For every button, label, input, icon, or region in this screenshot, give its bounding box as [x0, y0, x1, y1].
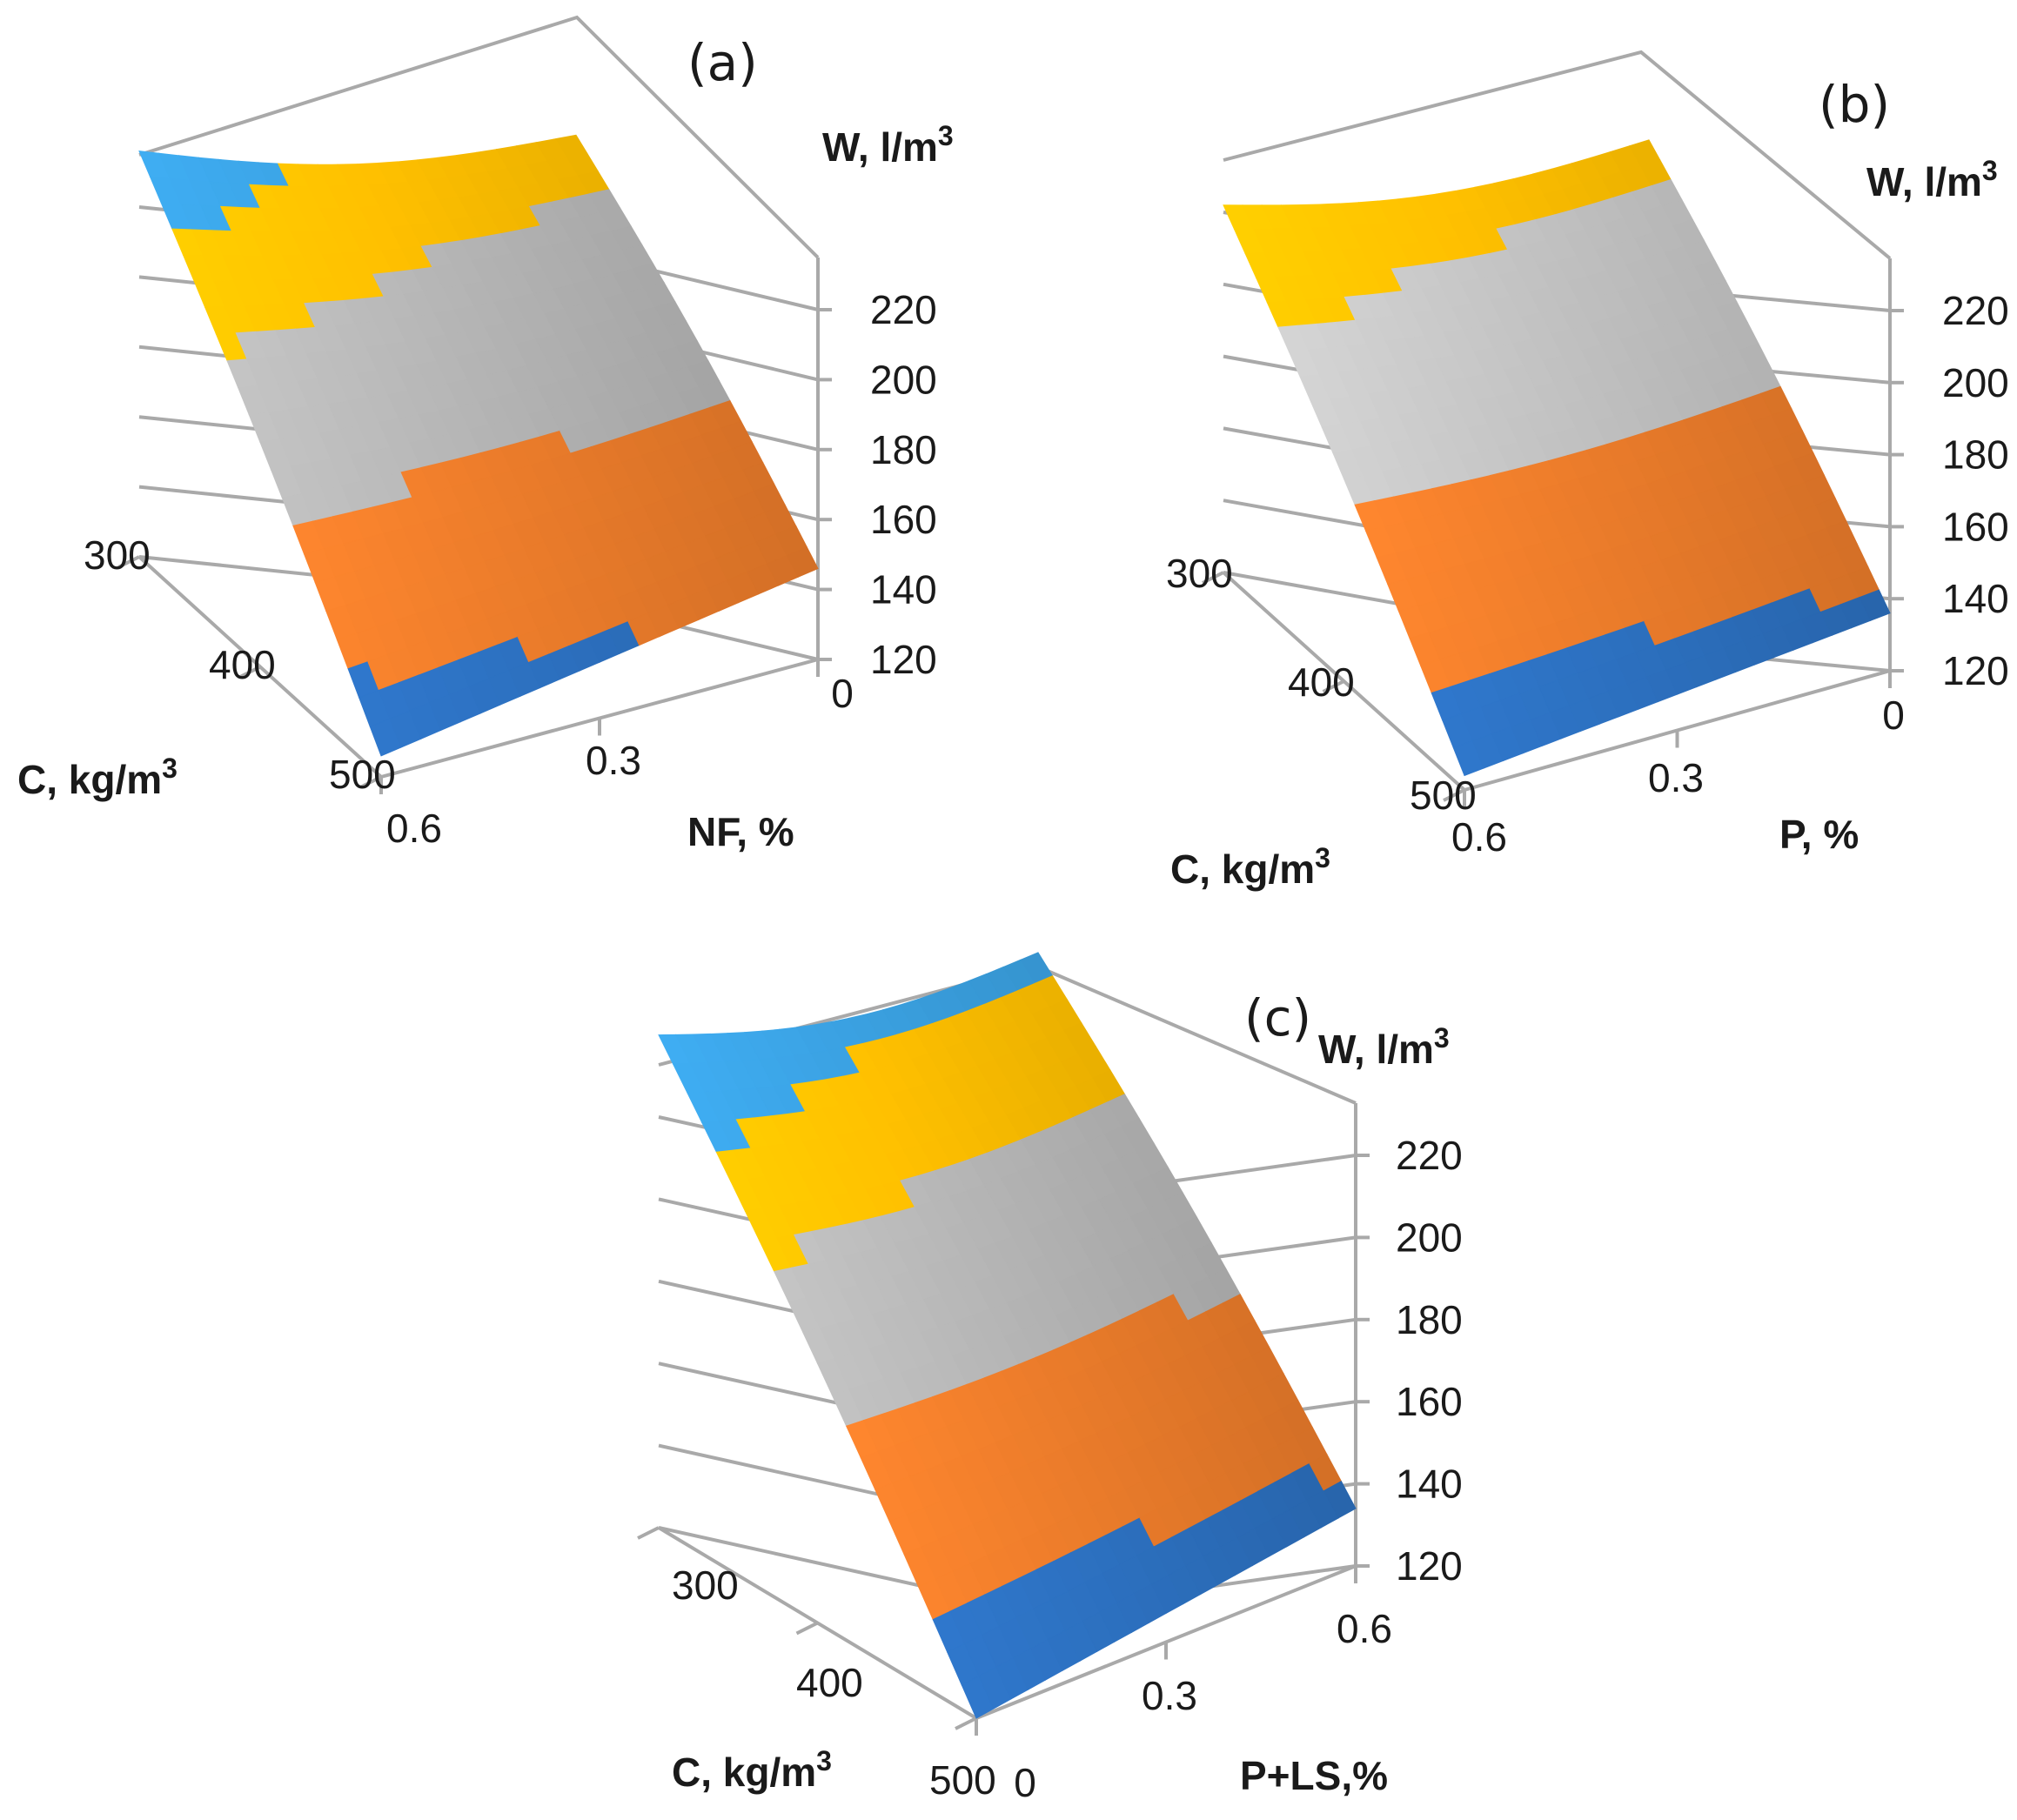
panel-c: 0 0.3 0.6 300 400 500 120 140 160 180 200 220 W, l/m… [637, 952, 1463, 1805]
z-tick-label: 220 [1942, 288, 2009, 333]
surface [138, 134, 819, 757]
surface-cell [1859, 589, 1891, 621]
x-tick-label: 0.6 [1337, 1606, 1392, 1651]
z-tick-label: 140 [1396, 1462, 1463, 1507]
x-tick-label: 0 [831, 671, 854, 716]
y-tick-mark [795, 1621, 819, 1636]
panel-a: 0.6 0.3 0 300 400 500 120 140 160 180 200 220 W, l/m… [17, 15, 954, 854]
y-axis-label: C, kg/m3 [672, 1745, 832, 1795]
z-tick-label: 200 [1942, 360, 2009, 405]
y-tick-mark [1322, 679, 1345, 693]
z-tick-label: 200 [870, 357, 937, 402]
y-tick-mark [1202, 571, 1224, 585]
z-tick-label: 180 [1942, 432, 2009, 478]
y-tick-label: 400 [209, 642, 276, 687]
z-tick-label: 220 [1396, 1133, 1463, 1178]
z-tick-label: 140 [1942, 576, 2009, 621]
y-tick-label: 400 [1288, 659, 1355, 705]
x-tick-label: 0 [1014, 1760, 1036, 1805]
z-tick-label: 120 [1396, 1543, 1463, 1589]
y-tick-label: 300 [84, 532, 151, 578]
z-tick-label: 160 [870, 497, 937, 542]
z-tick-label: 180 [1396, 1297, 1463, 1342]
y-axis-label-sup: 3 [162, 753, 178, 784]
y-tick-label: 500 [929, 1757, 996, 1803]
x-tick-label: 0.3 [1648, 755, 1704, 800]
z-axis-label: W, l/m3 [822, 120, 954, 170]
x-axis-label: P+LS,% [1240, 1753, 1388, 1798]
y-tick-label: 400 [796, 1660, 863, 1705]
panel-b: 0.6 0.3 0 300 400 500 120 140 160 180 200 220 W, l/m… [1166, 50, 2009, 892]
z-tick-label: 160 [1396, 1379, 1463, 1424]
z-tick-label: 180 [870, 427, 937, 472]
z-tick-label: 160 [1942, 504, 2009, 549]
y-tick-mark [359, 775, 382, 789]
y-axis-label: C, kg/m3 [1170, 842, 1330, 892]
z-axis-label-sup: 3 [1982, 155, 1998, 186]
y-tick-mark [955, 1716, 977, 1730]
y-axis-label-sup: 3 [1315, 842, 1330, 873]
z-axis-label: W, l/m3 [1318, 1022, 1450, 1072]
z-tick-label: 120 [1942, 648, 2009, 693]
wall-top-edge [1223, 50, 1892, 260]
y-axis-label-sup: 3 [816, 1745, 832, 1777]
x-tick-label: 0 [1882, 693, 1905, 738]
y-tick-label: 500 [1410, 773, 1477, 818]
x-axis-label: NF, % [687, 809, 794, 854]
x-axis-label: P, % [1779, 812, 1859, 857]
surface [1223, 139, 1891, 777]
x-tick-label: 0.3 [586, 738, 641, 783]
y-tick-mark [1443, 788, 1465, 802]
z-tick-label: 140 [870, 567, 937, 612]
x-tick-label: 0.6 [386, 806, 442, 851]
surface-cell [786, 546, 819, 578]
surface-cell [1323, 1481, 1357, 1519]
y-tick-mark [637, 1526, 660, 1540]
panel-label: (a) [687, 33, 758, 92]
panel-label: (c) [1244, 988, 1311, 1047]
z-tick-label: 200 [1396, 1214, 1463, 1260]
x-tick-label: 0.6 [1451, 814, 1507, 860]
z-tick-label: 220 [870, 287, 937, 332]
surface [658, 952, 1357, 1719]
y-axis-label: C, kg/m3 [17, 753, 178, 802]
y-tick-mark [238, 665, 261, 679]
y-tick-label: 300 [1166, 551, 1233, 596]
y-tick-mark [117, 555, 140, 569]
y-tick-label: 300 [672, 1562, 739, 1608]
wall-top-edge [138, 15, 820, 259]
z-tick-label: 120 [870, 637, 937, 682]
z-axis-label: W, l/m3 [1866, 155, 1998, 204]
y-tick-label: 500 [329, 752, 396, 797]
panel-label: (b) [1819, 75, 1890, 134]
x-tick-label: 0.3 [1142, 1673, 1197, 1718]
z-axis-label-sup: 3 [938, 120, 954, 151]
z-axis-label-sup: 3 [1434, 1022, 1450, 1054]
